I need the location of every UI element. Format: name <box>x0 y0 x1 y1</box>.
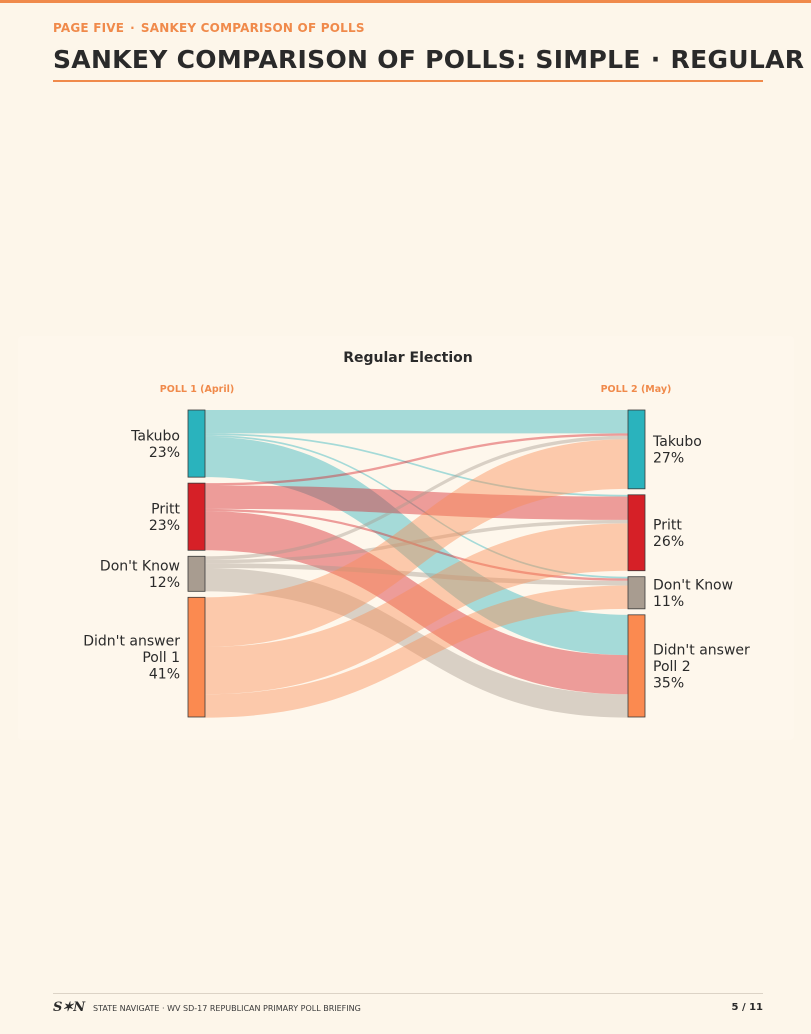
flow-3-to-0 <box>205 439 628 647</box>
flow-0-to-1 <box>205 433 628 497</box>
page-title: SANKEY COMPARISON OF POLLS: SIMPLE · REGUL… <box>53 45 804 74</box>
flow-2-to-1 <box>205 519 628 564</box>
footer-text: STATE NAVIGATE · WV SD-17 REPUBLICAN PRI… <box>93 1004 361 1013</box>
flow-1-to-3 <box>205 511 628 695</box>
kicker-section: SANKEY COMPARISON OF POLLS <box>140 21 365 35</box>
kicker-page: PAGE FIVE <box>53 21 125 35</box>
chart-title: Regular Election <box>343 350 473 366</box>
left-node-0 <box>187 409 206 478</box>
page-title-separator: · <box>650 45 661 74</box>
right-node-label-2: Don't Know 11% <box>653 578 733 611</box>
flow-1-to-1 <box>205 485 628 520</box>
flow-2-to-3 <box>205 567 628 718</box>
right-node-2 <box>627 576 646 610</box>
sankey-labels: Takubo 23% Pritt 23% Don't Know 12% Didn't ans… <box>83 428 750 691</box>
footer-rule <box>53 993 763 994</box>
right-node-label-0: Takubo 27% <box>652 434 702 467</box>
flow-2-to-2 <box>205 563 628 586</box>
left-node-3 <box>187 596 206 718</box>
page-number: 5 / 11 <box>731 1002 764 1013</box>
right-node-label-3: Didn't answer Poll 2 35% <box>653 642 750 691</box>
title-rule <box>53 80 763 82</box>
right-node-0 <box>627 409 646 490</box>
right-column-header: POLL 2 (May) <box>601 384 672 395</box>
left-node-label-0: Takubo 23% <box>130 428 180 461</box>
flow-0-to-2 <box>205 435 628 579</box>
right-node-label-1: Pritt 26% <box>653 518 684 551</box>
left-node-1 <box>187 482 206 551</box>
flow-2-to-0 <box>205 435 628 560</box>
footer-logo: S✶N <box>53 1000 86 1015</box>
sankey-flows <box>205 410 628 718</box>
flow-0-to-3 <box>205 436 628 656</box>
right-node-3 <box>627 614 646 718</box>
kicker-separator: · <box>130 21 135 35</box>
flow-1-to-0 <box>205 433 628 486</box>
flow-0-to-0 <box>205 410 628 434</box>
right-node-1 <box>627 494 646 572</box>
left-node-label-2: Don't Know 12% <box>100 559 180 592</box>
flow-1-to-2 <box>205 508 628 581</box>
page-title-sub: REGULAR <box>670 45 805 74</box>
page-title-main: SANKEY COMPARISON OF POLLS: SIMPLE <box>53 45 641 74</box>
left-column-header: POLL 1 (April) <box>160 384 234 395</box>
chart-panel <box>18 336 794 740</box>
left-node-2 <box>187 555 206 592</box>
flow-3-to-2 <box>205 585 628 718</box>
page-kicker: PAGE FIVE · SANKEY COMPARISON OF POLLS <box>53 21 365 35</box>
sankey-nodes <box>187 409 646 718</box>
top-accent-bar <box>0 0 811 3</box>
left-node-label-3: Didn't answer Poll 1 41% <box>83 634 180 683</box>
flow-3-to-1 <box>205 523 628 695</box>
left-node-label-1: Pritt 23% <box>149 501 181 534</box>
